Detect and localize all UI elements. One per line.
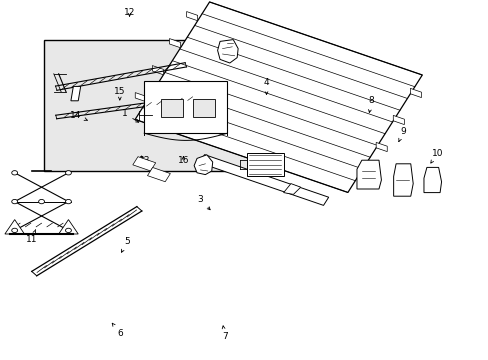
Circle shape [12,228,18,233]
Bar [144,81,227,133]
Text: 8: 8 [368,96,374,112]
Polygon shape [217,40,238,63]
Text: 1: 1 [122,109,139,122]
Polygon shape [133,157,155,171]
Polygon shape [358,170,369,179]
Text: 6: 6 [112,323,122,338]
Polygon shape [5,220,24,234]
Polygon shape [186,12,197,21]
Bar [161,99,183,117]
Text: 14: 14 [70,111,87,120]
Polygon shape [147,167,170,182]
Polygon shape [392,116,404,125]
Polygon shape [199,155,328,205]
Circle shape [39,199,44,204]
Polygon shape [375,143,386,152]
Text: 11: 11 [26,230,38,244]
Polygon shape [409,88,421,98]
Polygon shape [393,164,412,196]
Text: 5: 5 [121,237,130,252]
Text: 15: 15 [114,87,125,100]
Text: 16: 16 [177,156,189,165]
Polygon shape [135,93,146,102]
Text: 4: 4 [263,78,269,94]
Text: 2: 2 [165,109,180,122]
Text: 3: 3 [197,195,210,210]
Circle shape [12,171,18,175]
Polygon shape [169,39,180,48]
Circle shape [65,171,71,175]
Text: 12: 12 [123,8,135,17]
Text: 7: 7 [222,326,227,341]
Bar [44,40,249,171]
Polygon shape [283,184,300,194]
Polygon shape [423,167,441,193]
Polygon shape [356,160,381,189]
Bar [193,99,215,117]
Polygon shape [194,155,212,175]
Text: 13: 13 [138,156,150,165]
Circle shape [12,199,18,204]
Polygon shape [71,86,81,101]
Polygon shape [135,2,422,193]
Text: 17: 17 [192,91,203,104]
Polygon shape [152,66,163,75]
Text: 9: 9 [398,127,406,141]
Circle shape [65,199,71,204]
Bar [246,153,283,176]
Circle shape [65,228,71,233]
Polygon shape [59,220,78,234]
Text: 10: 10 [430,149,443,163]
